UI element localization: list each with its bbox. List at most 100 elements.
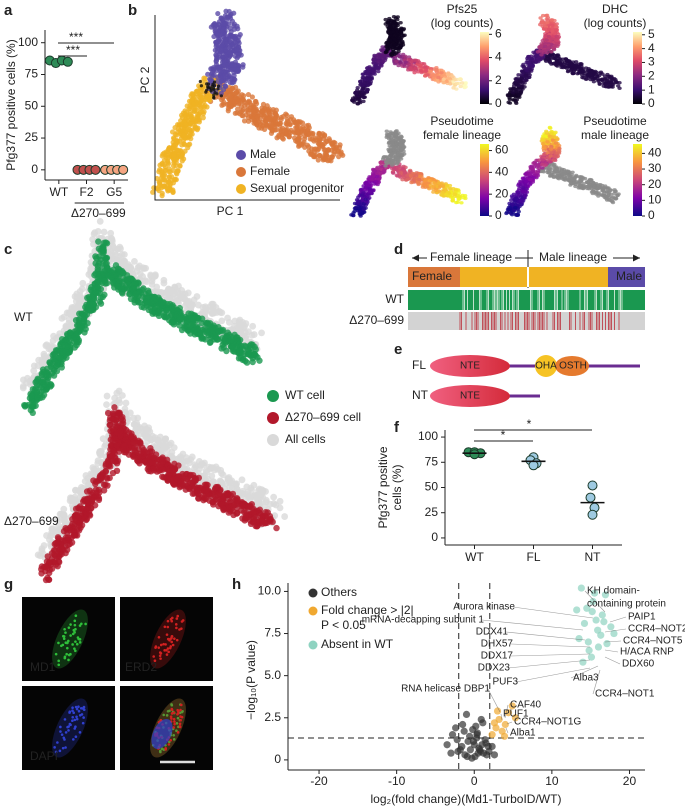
- cell-dot: [396, 151, 401, 156]
- cell-dot: [40, 352, 48, 360]
- cell-dot: [349, 213, 354, 217]
- colorbar-tick-label: 20: [648, 177, 662, 191]
- cell-dot: [355, 201, 360, 205]
- cell-dot: [423, 69, 428, 74]
- cell-dot: [139, 264, 147, 272]
- colorbar-title: (log counts): [431, 16, 494, 30]
- cell-dot: [249, 322, 257, 330]
- cell-dot: [383, 17, 388, 22]
- cell-dot: [396, 63, 401, 68]
- panel-label: c: [4, 241, 12, 258]
- cell-dot: [76, 310, 83, 317]
- cell-dot: [390, 45, 395, 50]
- cell-dot: [231, 317, 239, 325]
- cell-dot: [555, 38, 560, 43]
- cell-dot: [280, 113, 286, 120]
- cell-dot: [216, 66, 222, 72]
- cell-dot: [463, 85, 468, 89]
- cell-dot: [219, 54, 226, 60]
- cell-dot: [218, 32, 224, 38]
- cell-dot: [86, 299, 94, 306]
- colorbar-tick-label: 3: [648, 55, 655, 69]
- cell-dot: [453, 187, 458, 192]
- cell-dot: [607, 83, 612, 88]
- cell-dot: [591, 79, 597, 84]
- cell-dot: [507, 96, 512, 100]
- cell-dot: [306, 144, 312, 150]
- cell-dot: [174, 147, 181, 153]
- cell-dot: [371, 174, 376, 178]
- cell-dot: [154, 175, 160, 182]
- cell-dot: [546, 57, 551, 61]
- colorbar-title: female lineage: [423, 128, 501, 142]
- cell-dot: [534, 54, 539, 58]
- cell-dot: [420, 185, 426, 189]
- cell-dot: [197, 110, 203, 116]
- cell-dot: [220, 17, 226, 23]
- cell-dot: [612, 189, 618, 194]
- cell-dot: [400, 152, 405, 156]
- cell-dot: [531, 161, 536, 165]
- cell-dot: [159, 161, 165, 167]
- cell-dot: [380, 157, 386, 161]
- cell-dot: [171, 177, 178, 183]
- cell-dot: [170, 167, 176, 173]
- cell-dot: [254, 114, 260, 120]
- cell-dot: [524, 68, 529, 72]
- colorbar: [480, 144, 489, 216]
- x-tick-label: G5: [106, 185, 122, 199]
- cell-dot: [363, 197, 368, 202]
- cell-dot: [394, 173, 399, 178]
- cell-dot: [118, 251, 126, 259]
- cell-dot: [541, 50, 547, 55]
- cell-dot: [400, 139, 405, 143]
- colorbar: [633, 32, 642, 104]
- cell-dot: [400, 143, 406, 148]
- cell-dot: [564, 66, 569, 70]
- cell-dot: [518, 183, 523, 187]
- cell-dot: [459, 201, 464, 205]
- cell-dot: [205, 71, 211, 77]
- cell-dot: [366, 72, 371, 76]
- cell-dot: [235, 67, 241, 73]
- cell-dot: [556, 56, 562, 61]
- cell-dot: [232, 110, 238, 116]
- x-tick-label: FL: [526, 550, 540, 564]
- cell-dot: [95, 259, 103, 267]
- cell-dot: [369, 177, 374, 181]
- cell-dot: [58, 335, 66, 343]
- cell-dot: [169, 290, 177, 298]
- panel-label: b: [128, 2, 137, 19]
- colorbar-title: (log counts): [584, 16, 647, 30]
- cell-dot: [238, 52, 244, 58]
- cell-dot: [513, 213, 519, 217]
- cell-dot: [608, 192, 614, 196]
- cell-dot: [166, 145, 172, 151]
- cell-dot: [159, 173, 165, 179]
- cell-dot: [361, 191, 366, 195]
- cell-dot: [436, 181, 441, 185]
- cell-dot: [436, 75, 441, 80]
- cell-dot: [218, 44, 224, 50]
- cell-dot: [515, 191, 520, 196]
- cell-dot: [182, 148, 188, 154]
- cell-dot: [189, 97, 195, 103]
- cell-dot: [389, 53, 394, 58]
- cell-dot: [228, 103, 234, 110]
- y-tick-label: 100: [18, 35, 38, 49]
- cell-dot: [232, 96, 238, 102]
- cell-dot: [24, 401, 32, 409]
- cell-dot: [361, 207, 367, 212]
- cell-dot: [35, 356, 43, 364]
- legend-marker: [236, 167, 246, 177]
- cell-dot: [512, 87, 517, 91]
- x-tick-label: WT: [50, 185, 69, 199]
- cell-dot: [160, 279, 168, 287]
- cell-dot: [527, 177, 533, 182]
- cell-dot: [28, 392, 35, 400]
- cell-dot: [224, 314, 231, 322]
- cell-dot: [189, 121, 196, 127]
- cell-dot: [37, 384, 45, 391]
- cell-dot: [58, 314, 66, 322]
